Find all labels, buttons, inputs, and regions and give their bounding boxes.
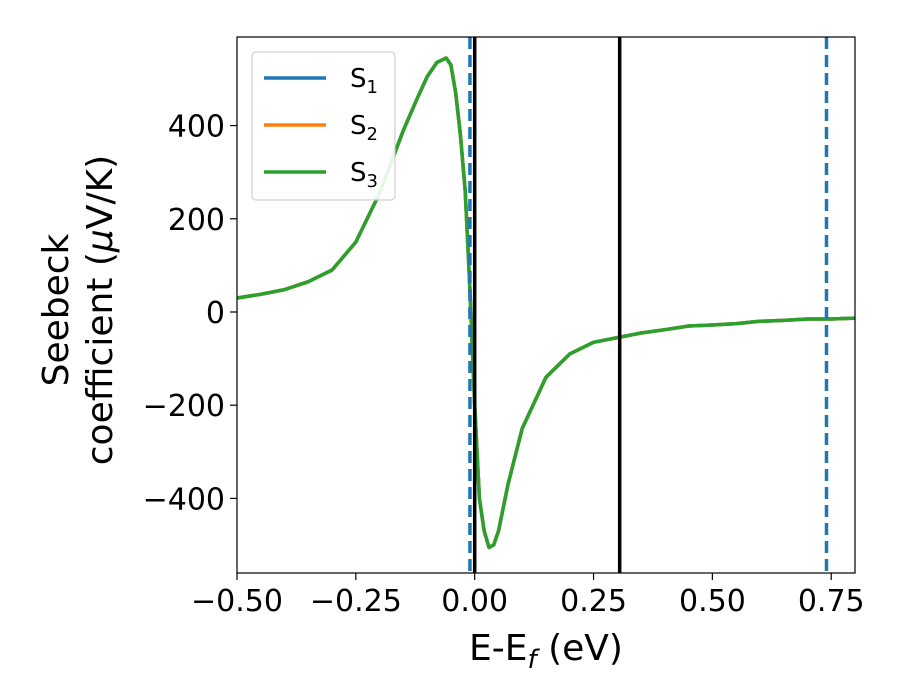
y-tick-label: 400 (168, 110, 225, 145)
y-tick-label: 200 (168, 203, 225, 238)
y-tick-label: −400 (143, 482, 225, 517)
x-axis-ticks: −0.50 −0.25 0.00 0.25 0.50 0.75 (191, 573, 865, 619)
vertical-lines (468, 37, 829, 573)
y-tick-label: −200 (143, 389, 225, 424)
x-axis-label: E-Ef (eV) (469, 628, 623, 675)
y-axis-label-line1: Seebeck (36, 233, 77, 386)
legend: S1 S2 S3 (251, 51, 396, 201)
y-tick-label: 0 (206, 296, 225, 331)
legend-label-s3: S3 (350, 158, 378, 192)
legend-label-s1: S1 (350, 64, 378, 98)
x-tick-label: −0.50 (191, 584, 283, 619)
y-axis-label-line2: coefficient (μV/K) (80, 155, 121, 465)
y-axis-label: Seebeck coefficient (μV/K) (36, 155, 121, 465)
x-tick-label: 0.50 (679, 584, 746, 619)
legend-label-s2: S2 (350, 111, 378, 145)
plot-frame (236, 36, 856, 574)
x-tick-label: 0.75 (798, 584, 865, 619)
x-tick-label: 0.00 (441, 584, 508, 619)
x-tick-label: 0.25 (560, 584, 627, 619)
x-tick-label: −0.25 (310, 584, 402, 619)
y-axis-ticks: −400 −200 0 200 400 (143, 110, 237, 517)
